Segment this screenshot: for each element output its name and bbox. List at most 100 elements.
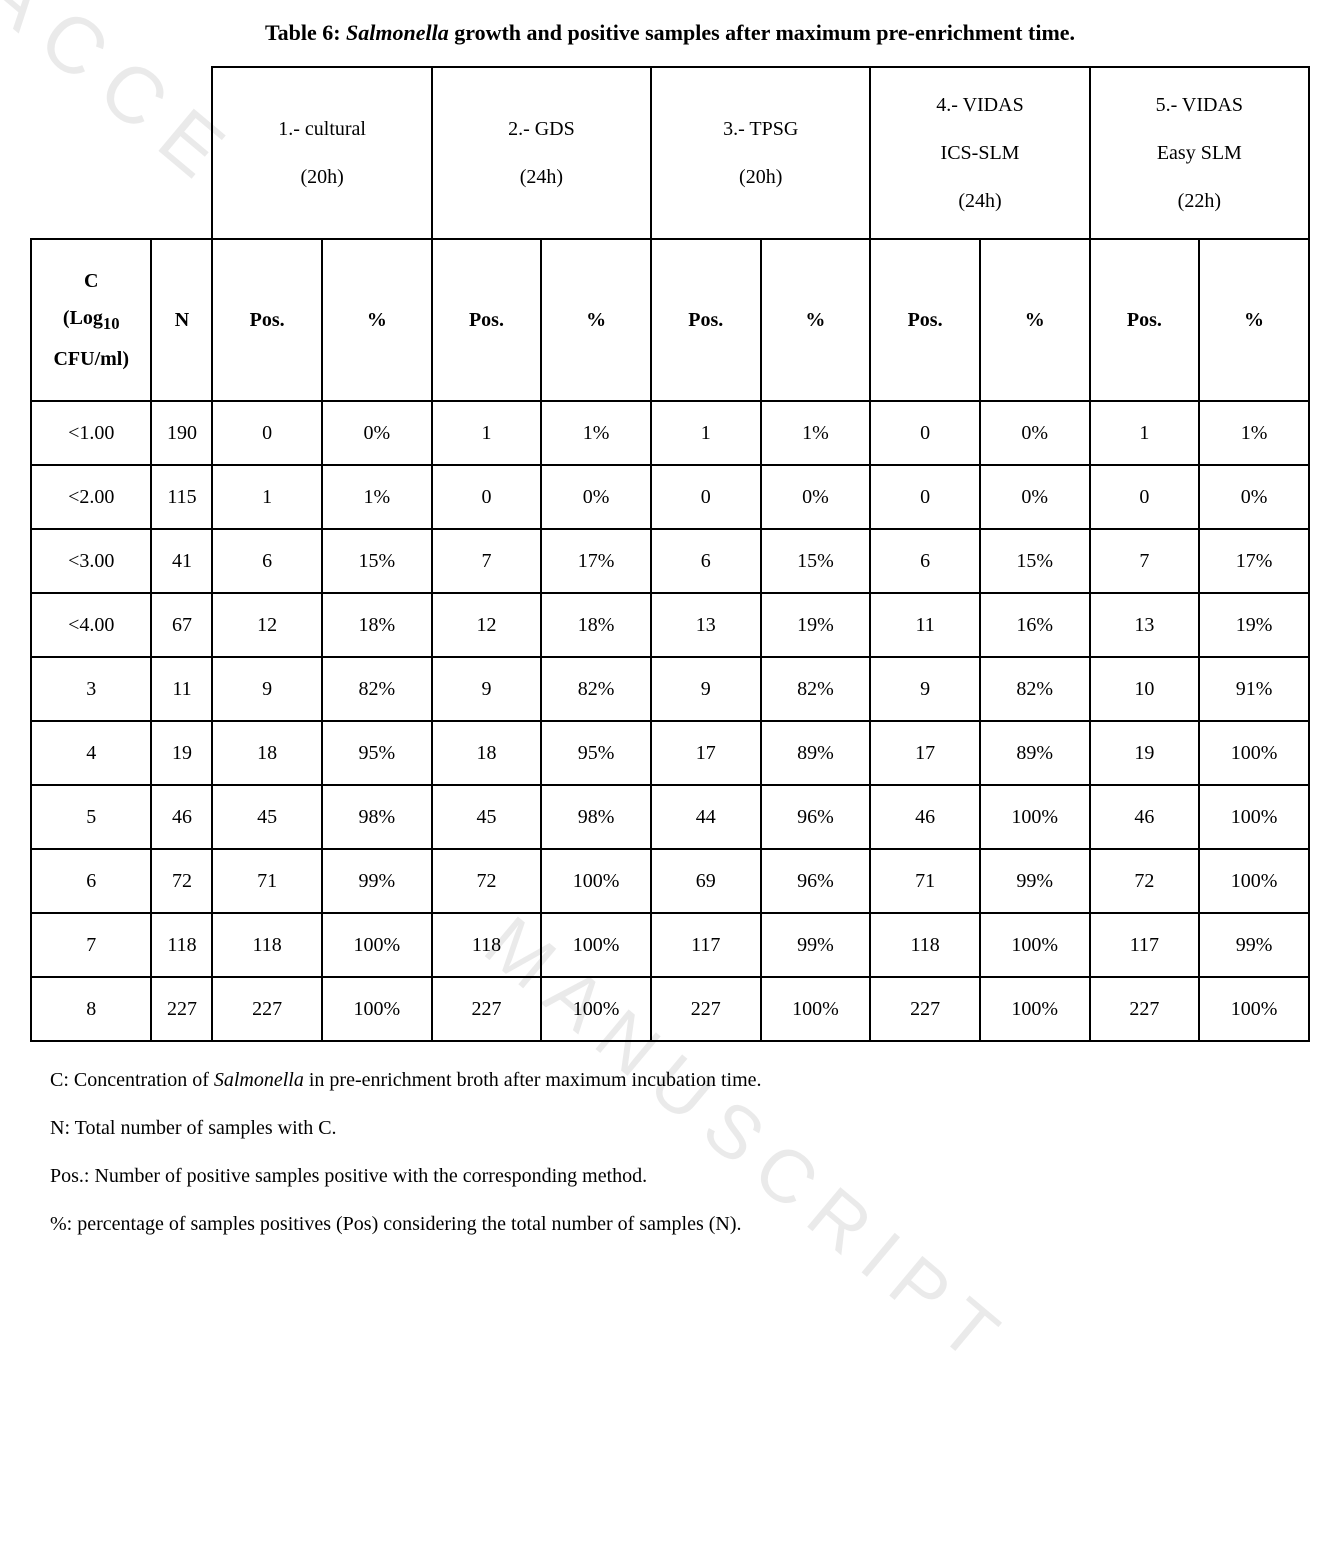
cell-pct: 89% [980, 721, 1090, 785]
table-row: 5464598%4598%4496%46100%46100% [31, 785, 1309, 849]
cell-pct: 1% [761, 401, 871, 465]
group-line: 4.- VIDAS [871, 81, 1088, 129]
cell-pct: 17% [1199, 529, 1309, 593]
cell-pct: 100% [980, 977, 1090, 1041]
cell-pct: 96% [761, 785, 871, 849]
footnote-c: C: Concentration of Salmonella in pre-en… [50, 1060, 1290, 1100]
cell-pct: 0% [1199, 465, 1309, 529]
cell-c: <1.00 [31, 401, 151, 465]
header-pct: % [1199, 239, 1309, 401]
footnote-pct: %: percentage of samples positives (Pos)… [50, 1204, 1290, 1244]
table-row: 6727199%72100%6996%7199%72100% [31, 849, 1309, 913]
cell-pos: 12 [432, 593, 541, 657]
table-caption: Table 6: Salmonella growth and positive … [30, 20, 1310, 46]
cell-n: 118 [151, 913, 212, 977]
cell-pct: 95% [322, 721, 432, 785]
cell-pct: 82% [761, 657, 871, 721]
cell-pct: 15% [761, 529, 871, 593]
cell-pct: 100% [541, 977, 651, 1041]
blank-cell [151, 67, 212, 239]
cell-pos: 69 [651, 849, 760, 913]
cell-pos: 9 [212, 657, 321, 721]
cell-pct: 100% [1199, 849, 1309, 913]
cell-pct: 100% [1199, 785, 1309, 849]
cell-pct: 100% [1199, 721, 1309, 785]
cell-pos: 227 [212, 977, 321, 1041]
cell-pos: 0 [651, 465, 760, 529]
header-n: N [151, 239, 212, 401]
group-line: 3.- TPSG [652, 105, 869, 153]
group-line: (24h) [433, 153, 650, 201]
header-pos: Pos. [1090, 239, 1199, 401]
cell-pos: 18 [432, 721, 541, 785]
cell-pos: 1 [212, 465, 321, 529]
group-line: (22h) [1091, 177, 1308, 225]
cell-pct: 0% [980, 401, 1090, 465]
cell-c: 4 [31, 721, 151, 785]
cell-pct: 1% [322, 465, 432, 529]
cell-pos: 71 [870, 849, 979, 913]
cell-pos: 12 [212, 593, 321, 657]
table-body: <1.0019000%11%11%00%11%<2.0011511%00%00%… [31, 401, 1309, 1041]
cell-pos: 46 [1090, 785, 1199, 849]
cell-n: 41 [151, 529, 212, 593]
table-row: 4191895%1895%1789%1789%19100% [31, 721, 1309, 785]
header-pct: % [541, 239, 651, 401]
cell-pos: 72 [432, 849, 541, 913]
group-header-1: 1.- cultural (20h) [212, 67, 431, 239]
cell-pos: 18 [212, 721, 321, 785]
cell-pos: 118 [870, 913, 979, 977]
cell-pos: 118 [432, 913, 541, 977]
cell-pos: 9 [432, 657, 541, 721]
cell-pct: 100% [980, 913, 1090, 977]
header-c: C (Log10 CFU/ml) [31, 239, 151, 401]
cell-pos: 44 [651, 785, 760, 849]
cell-pos: 1 [651, 401, 760, 465]
cell-pct: 18% [322, 593, 432, 657]
cell-pos: 118 [212, 913, 321, 977]
footnote-text: C: Concentration of [50, 1069, 214, 1091]
group-header-row: 1.- cultural (20h) 2.- GDS (24h) 3.- TPS… [31, 67, 1309, 239]
cell-pct: 99% [322, 849, 432, 913]
cell-pos: 6 [651, 529, 760, 593]
cell-pos: 6 [870, 529, 979, 593]
cell-pos: 227 [432, 977, 541, 1041]
cell-pct: 15% [322, 529, 432, 593]
group-header-2: 2.- GDS (24h) [432, 67, 651, 239]
cell-c: <2.00 [31, 465, 151, 529]
cell-pct: 1% [541, 401, 651, 465]
cell-c: 6 [31, 849, 151, 913]
cell-n: 11 [151, 657, 212, 721]
cell-pct: 99% [980, 849, 1090, 913]
cell-pct: 82% [980, 657, 1090, 721]
cell-pct: 96% [761, 849, 871, 913]
caption-prefix: Table 6: [265, 20, 346, 45]
cell-pct: 16% [980, 593, 1090, 657]
footnote-text: in pre-enrichment broth after maximum in… [304, 1069, 762, 1091]
cell-pos: 46 [870, 785, 979, 849]
cell-pos: 17 [870, 721, 979, 785]
header-pos: Pos. [432, 239, 541, 401]
cell-pos: 227 [870, 977, 979, 1041]
cell-pos: 19 [1090, 721, 1199, 785]
group-line: 1.- cultural [213, 105, 430, 153]
cell-n: 72 [151, 849, 212, 913]
cell-pos: 0 [212, 401, 321, 465]
table-row: <3.0041615%717%615%615%717% [31, 529, 1309, 593]
cell-c: 7 [31, 913, 151, 977]
caption-italic: Salmonella [346, 20, 449, 45]
cell-pct: 0% [541, 465, 651, 529]
cell-pos: 7 [1090, 529, 1199, 593]
cell-pos: 13 [651, 593, 760, 657]
cell-pos: 71 [212, 849, 321, 913]
table-row: 311982%982%982%982%1091% [31, 657, 1309, 721]
cell-pct: 0% [322, 401, 432, 465]
cell-pos: 117 [651, 913, 760, 977]
header-c-log: (Log [63, 307, 103, 329]
cell-n: 227 [151, 977, 212, 1041]
cell-pos: 45 [432, 785, 541, 849]
cell-pos: 227 [1090, 977, 1199, 1041]
blank-cell [31, 67, 151, 239]
group-line: (24h) [871, 177, 1088, 225]
cell-n: 19 [151, 721, 212, 785]
